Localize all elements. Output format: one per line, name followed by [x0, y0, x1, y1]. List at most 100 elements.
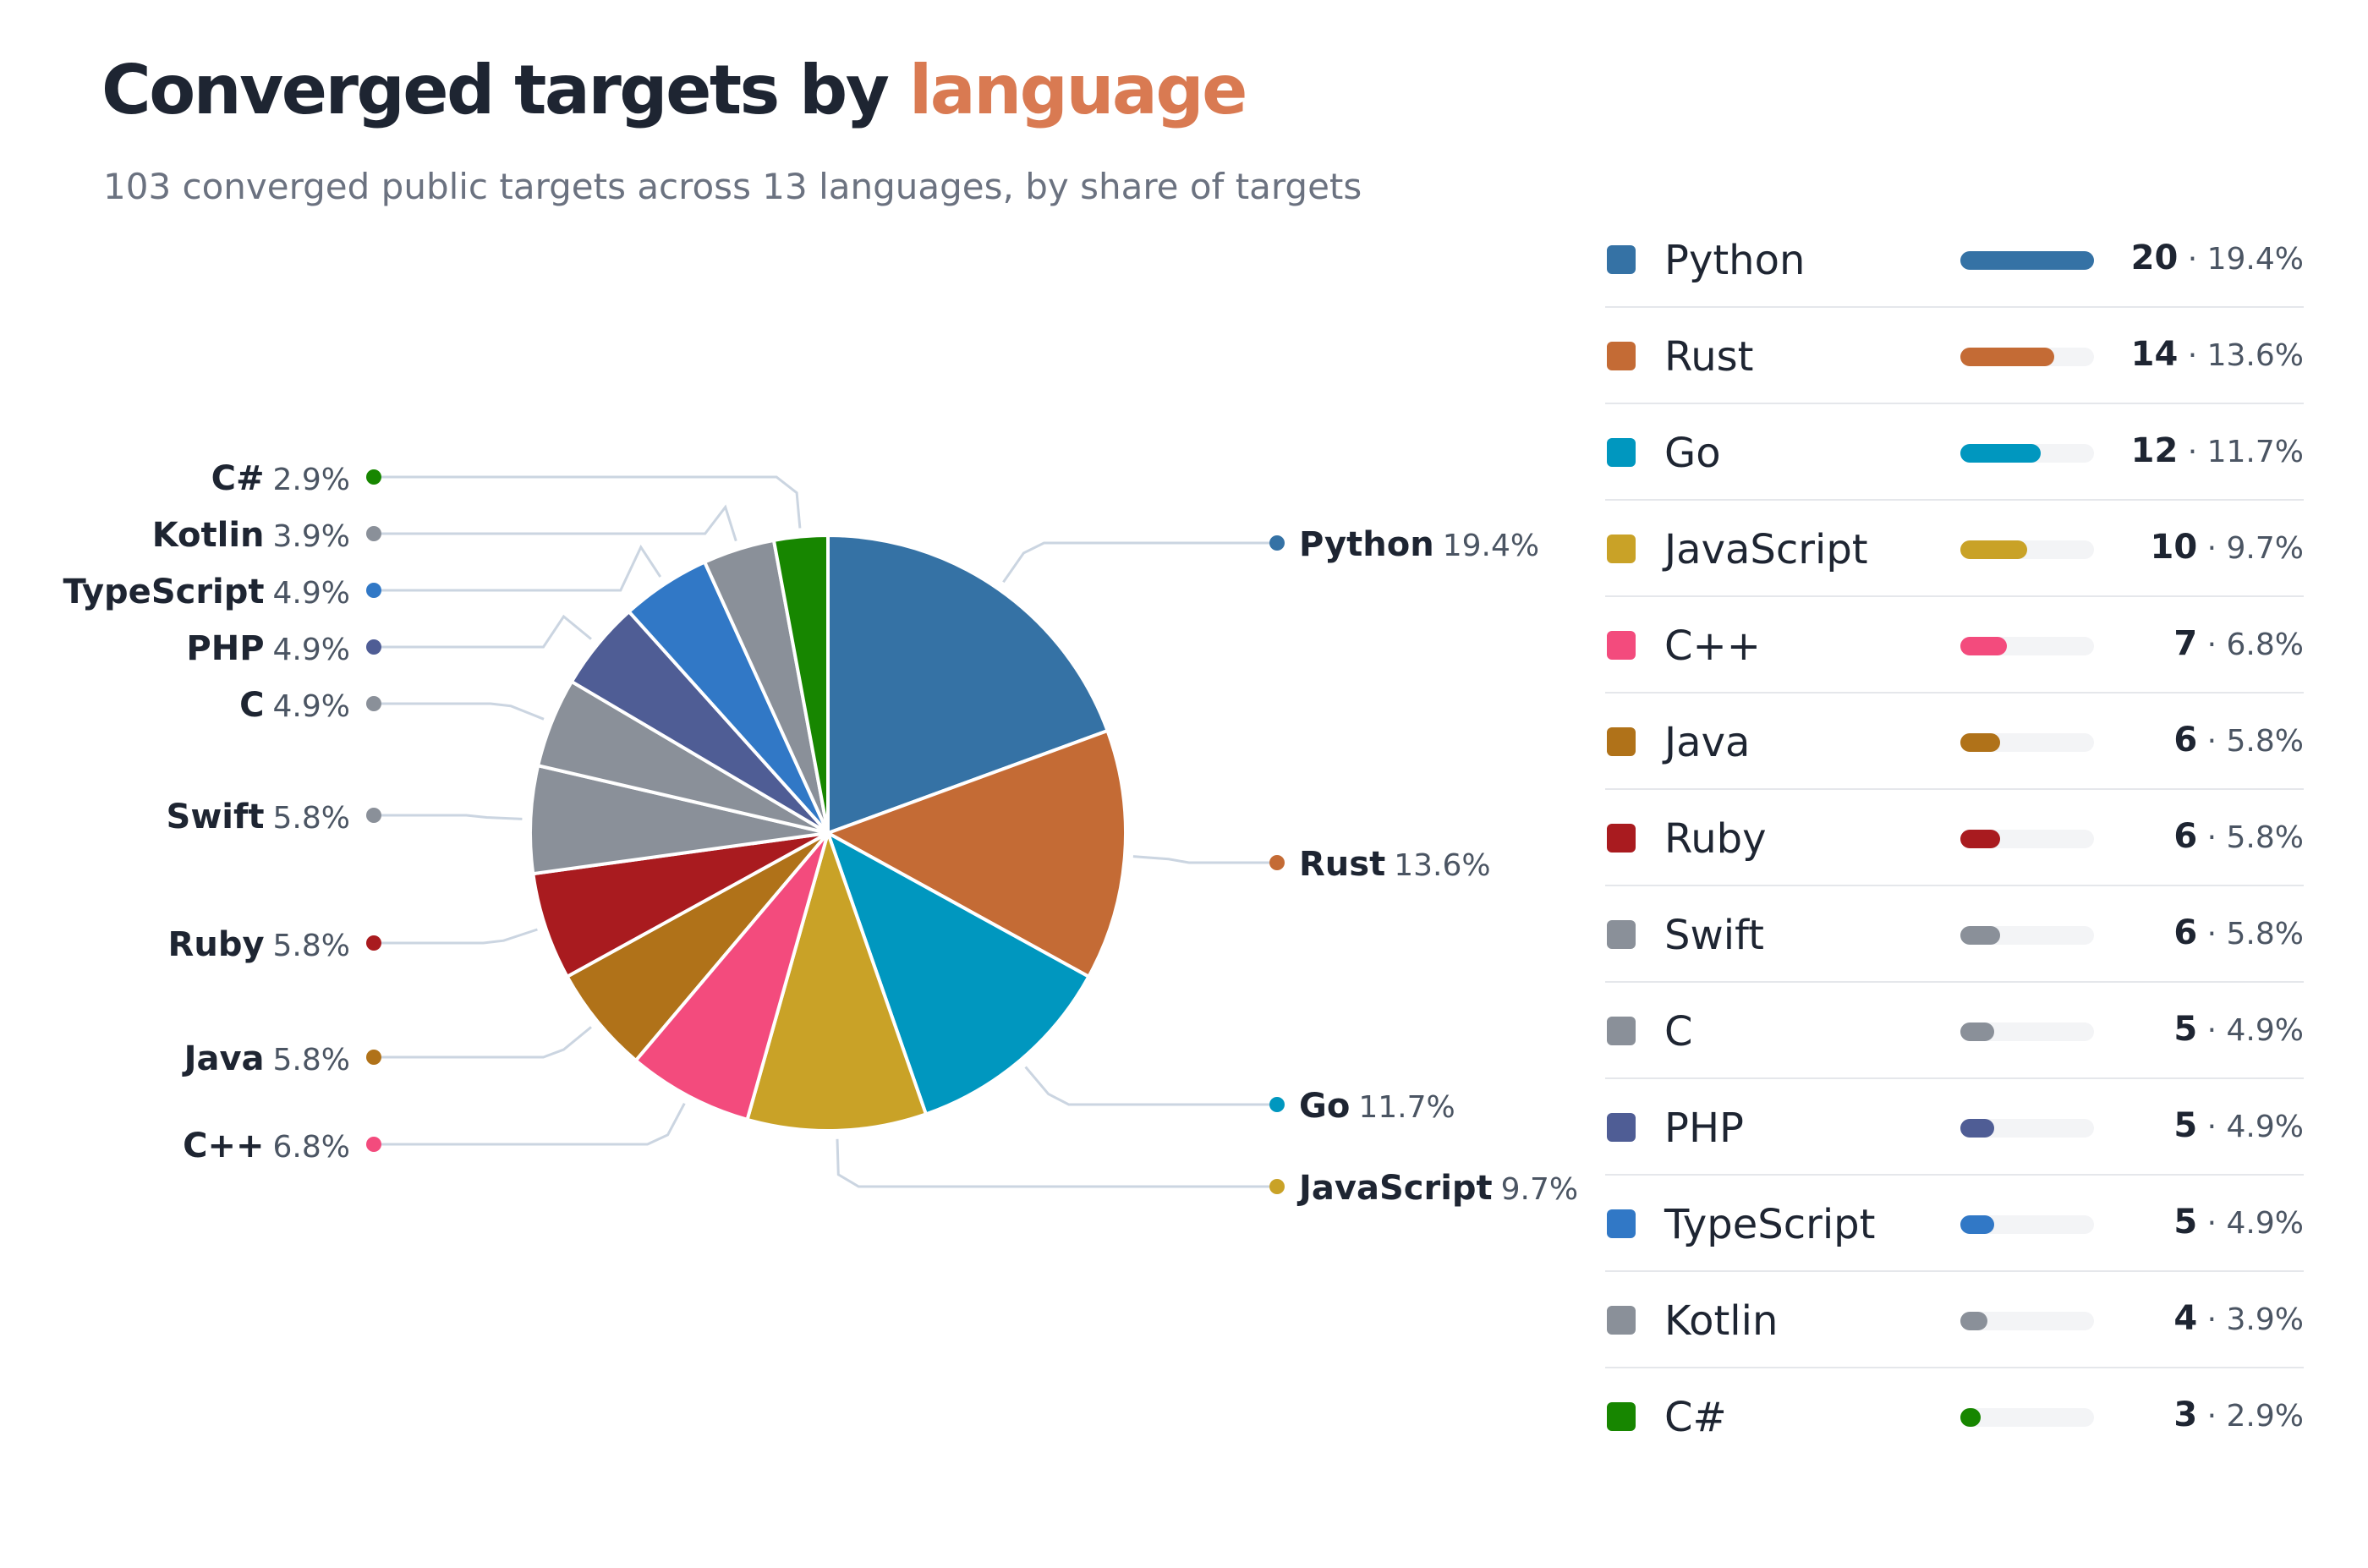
legend-bar-track — [1960, 1119, 2094, 1138]
slice-python — [826, 534, 1110, 835]
label-dot-typescript — [366, 583, 381, 598]
legend-swatch — [1607, 631, 1636, 660]
slice-label-percent: 4.9% — [273, 633, 350, 667]
leader-line-cpp — [374, 1102, 686, 1146]
legend-separator: · — [2197, 531, 2227, 566]
legend-percent: 4.9% — [2226, 1110, 2304, 1144]
legend-value: 5 · 4.9% — [2173, 1106, 2304, 1145]
label-dot-java — [366, 1050, 381, 1065]
legend-label: C — [1664, 1008, 1693, 1055]
slice-label-name: Kotlin — [152, 516, 265, 555]
legend-bar-fill — [1960, 926, 2000, 945]
legend-swatch — [1607, 920, 1636, 949]
legend-label: JavaScript — [1664, 526, 1868, 573]
legend-separator: · — [2197, 1110, 2227, 1144]
legend-count: 5 — [2173, 1010, 2198, 1049]
pie-slices — [529, 534, 1127, 1132]
slice-label-name: Rust — [1299, 845, 1385, 884]
legend-separator: · — [2178, 242, 2207, 277]
slice-label-name: C++ — [183, 1127, 264, 1165]
legend-bar-track — [1960, 1215, 2094, 1234]
leader-line-typescript — [374, 544, 662, 592]
slice-label-percent: 3.9% — [273, 519, 350, 554]
slice-label-csharp: C# 2.9% — [211, 459, 350, 498]
legend-label: Kotlin — [1664, 1297, 1779, 1345]
slice-rust — [826, 729, 1127, 979]
legend-bar-fill — [1960, 1312, 1987, 1330]
legend-value: 6 · 5.8% — [2173, 913, 2304, 952]
slice-label-swift: Swift 5.8% — [167, 798, 350, 836]
slice-javascript — [745, 831, 928, 1132]
legend-bar-track — [1960, 1312, 2094, 1330]
legend-row-python: Python 20 · 19.4% — [1605, 211, 2304, 308]
slice-label-name: Go — [1299, 1087, 1350, 1126]
legend-row-kotlin: Kotlin 4 · 3.9% — [1605, 1272, 2304, 1368]
leader-line-rust — [1132, 855, 1277, 864]
legend-value: 6 · 5.8% — [2173, 721, 2304, 759]
slice-csharp — [771, 534, 830, 835]
legend-label: Ruby — [1664, 815, 1767, 863]
label-dot-ruby — [366, 935, 381, 951]
legend-count: 4 — [2173, 1299, 2198, 1338]
legend-percent: 3.9% — [2226, 1302, 2304, 1337]
legend-swatch — [1607, 1402, 1636, 1431]
legend-bar-track — [1960, 540, 2094, 559]
legend-bar-track — [1960, 926, 2094, 945]
legend-label: Swift — [1664, 912, 1764, 959]
slice-label-kotlin: Kotlin 3.9% — [152, 516, 350, 555]
legend-bar-fill — [1960, 540, 2027, 559]
label-dot-c — [366, 696, 381, 711]
legend-separator: · — [2197, 724, 2227, 759]
legend-swatch — [1607, 245, 1636, 274]
label-dot-php — [366, 639, 381, 655]
slice-label-name: TypeScript — [63, 573, 264, 611]
legend-value: 20 · 19.4% — [2131, 238, 2304, 277]
legend-label: TypeScript — [1664, 1201, 1876, 1248]
slice-label-php: PHP 4.9% — [186, 629, 350, 668]
slice-label-java: Java 5.8% — [182, 1039, 350, 1078]
chart-title: Converged targets by language — [101, 51, 1247, 129]
legend-swatch — [1607, 1209, 1636, 1238]
legend-separator: · — [2178, 338, 2207, 373]
legend-separator: · — [2197, 1302, 2227, 1337]
legend-bar-track — [1960, 444, 2094, 463]
slice-label-percent: 11.7% — [1358, 1090, 1455, 1125]
legend-count: 12 — [2130, 431, 2179, 470]
legend-count: 10 — [2150, 528, 2198, 567]
label-dot-csharp — [366, 469, 381, 485]
legend-swatch — [1607, 1113, 1636, 1142]
legend-row-cpp: C++ 7 · 6.8% — [1605, 597, 2304, 694]
slice-swift — [529, 764, 830, 876]
slice-label-name: Java — [182, 1039, 265, 1078]
legend-swatch — [1607, 727, 1636, 756]
legend-separator: · — [2197, 820, 2227, 855]
legend-row-java: Java 6 · 5.8% — [1605, 694, 2304, 790]
leader-lines — [374, 475, 1277, 1188]
legend-separator: · — [2197, 1399, 2227, 1434]
legend-percent: 19.4% — [2206, 242, 2304, 277]
legend-count: 5 — [2173, 1106, 2198, 1145]
leader-line-c — [374, 702, 545, 721]
legend-swatch — [1607, 438, 1636, 467]
label-dot-kotlin — [366, 526, 381, 541]
slice-label-rust: Rust 13.6% — [1299, 845, 1491, 884]
leader-line-python — [1002, 541, 1277, 584]
legend-count: 20 — [2130, 238, 2179, 277]
slice-label-percent: 2.9% — [273, 463, 350, 497]
slice-ruby — [531, 831, 830, 979]
slice-label-javascript: JavaScript 9.7% — [1296, 1169, 1578, 1208]
slice-label-name: PHP — [186, 629, 264, 668]
legend-percent: 5.8% — [2226, 820, 2304, 855]
label-dot-javascript — [1269, 1179, 1285, 1194]
legend-percent: 5.8% — [2226, 917, 2304, 951]
label-dot-swift — [366, 808, 381, 823]
leader-line-ruby — [374, 928, 538, 945]
slice-label-name: Swift — [167, 798, 265, 836]
label-dot-go — [1269, 1097, 1285, 1112]
legend-percent: 6.8% — [2226, 628, 2304, 662]
slice-label-percent: 5.8% — [273, 1043, 350, 1077]
legend-row-rust: Rust 14 · 13.6% — [1605, 308, 2304, 404]
leader-line-php — [374, 614, 592, 649]
slice-label-percent: 13.6% — [1394, 848, 1490, 883]
slice-cpp — [633, 831, 830, 1121]
